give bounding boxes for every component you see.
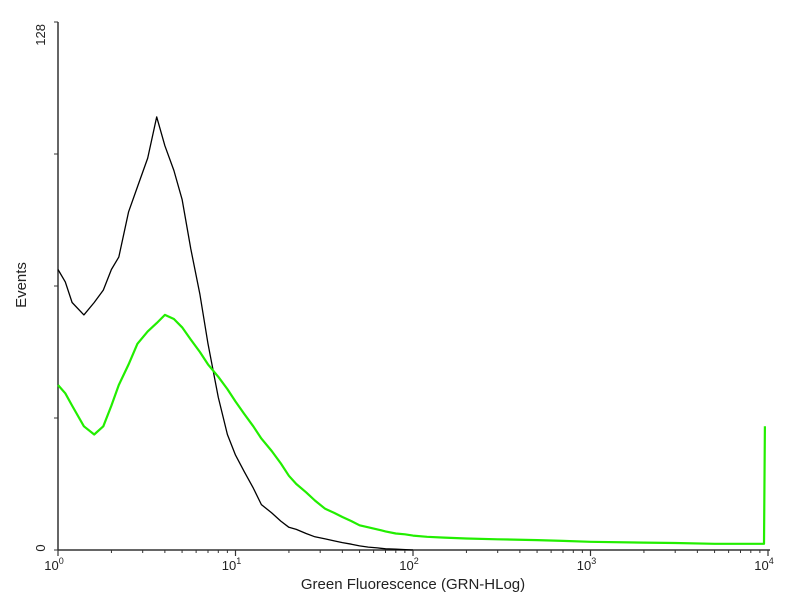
x-tick-label: 101 [222, 556, 241, 573]
series-layer [57, 116, 766, 551]
y-tick-label: 128 [33, 24, 48, 46]
y-tick-label: 0 [33, 544, 48, 551]
series-line-1 [57, 116, 414, 551]
y-tick-layer: 0 128 [33, 21, 58, 552]
series-line-2 [57, 313, 766, 545]
x-tick-label: 100 [44, 556, 63, 573]
x-tick-label: 104 [754, 556, 773, 573]
x-tick-label: 103 [577, 556, 596, 573]
plot-area: 100 101 102 103 104 0 128 [33, 21, 774, 573]
x-axis-label: Green Fluorescence (GRN-HLog) [301, 576, 525, 593]
x-tick-layer: 100 101 102 103 104 [44, 550, 774, 573]
y-axis-label: Events [13, 262, 30, 308]
x-tick-label: 102 [399, 556, 418, 573]
